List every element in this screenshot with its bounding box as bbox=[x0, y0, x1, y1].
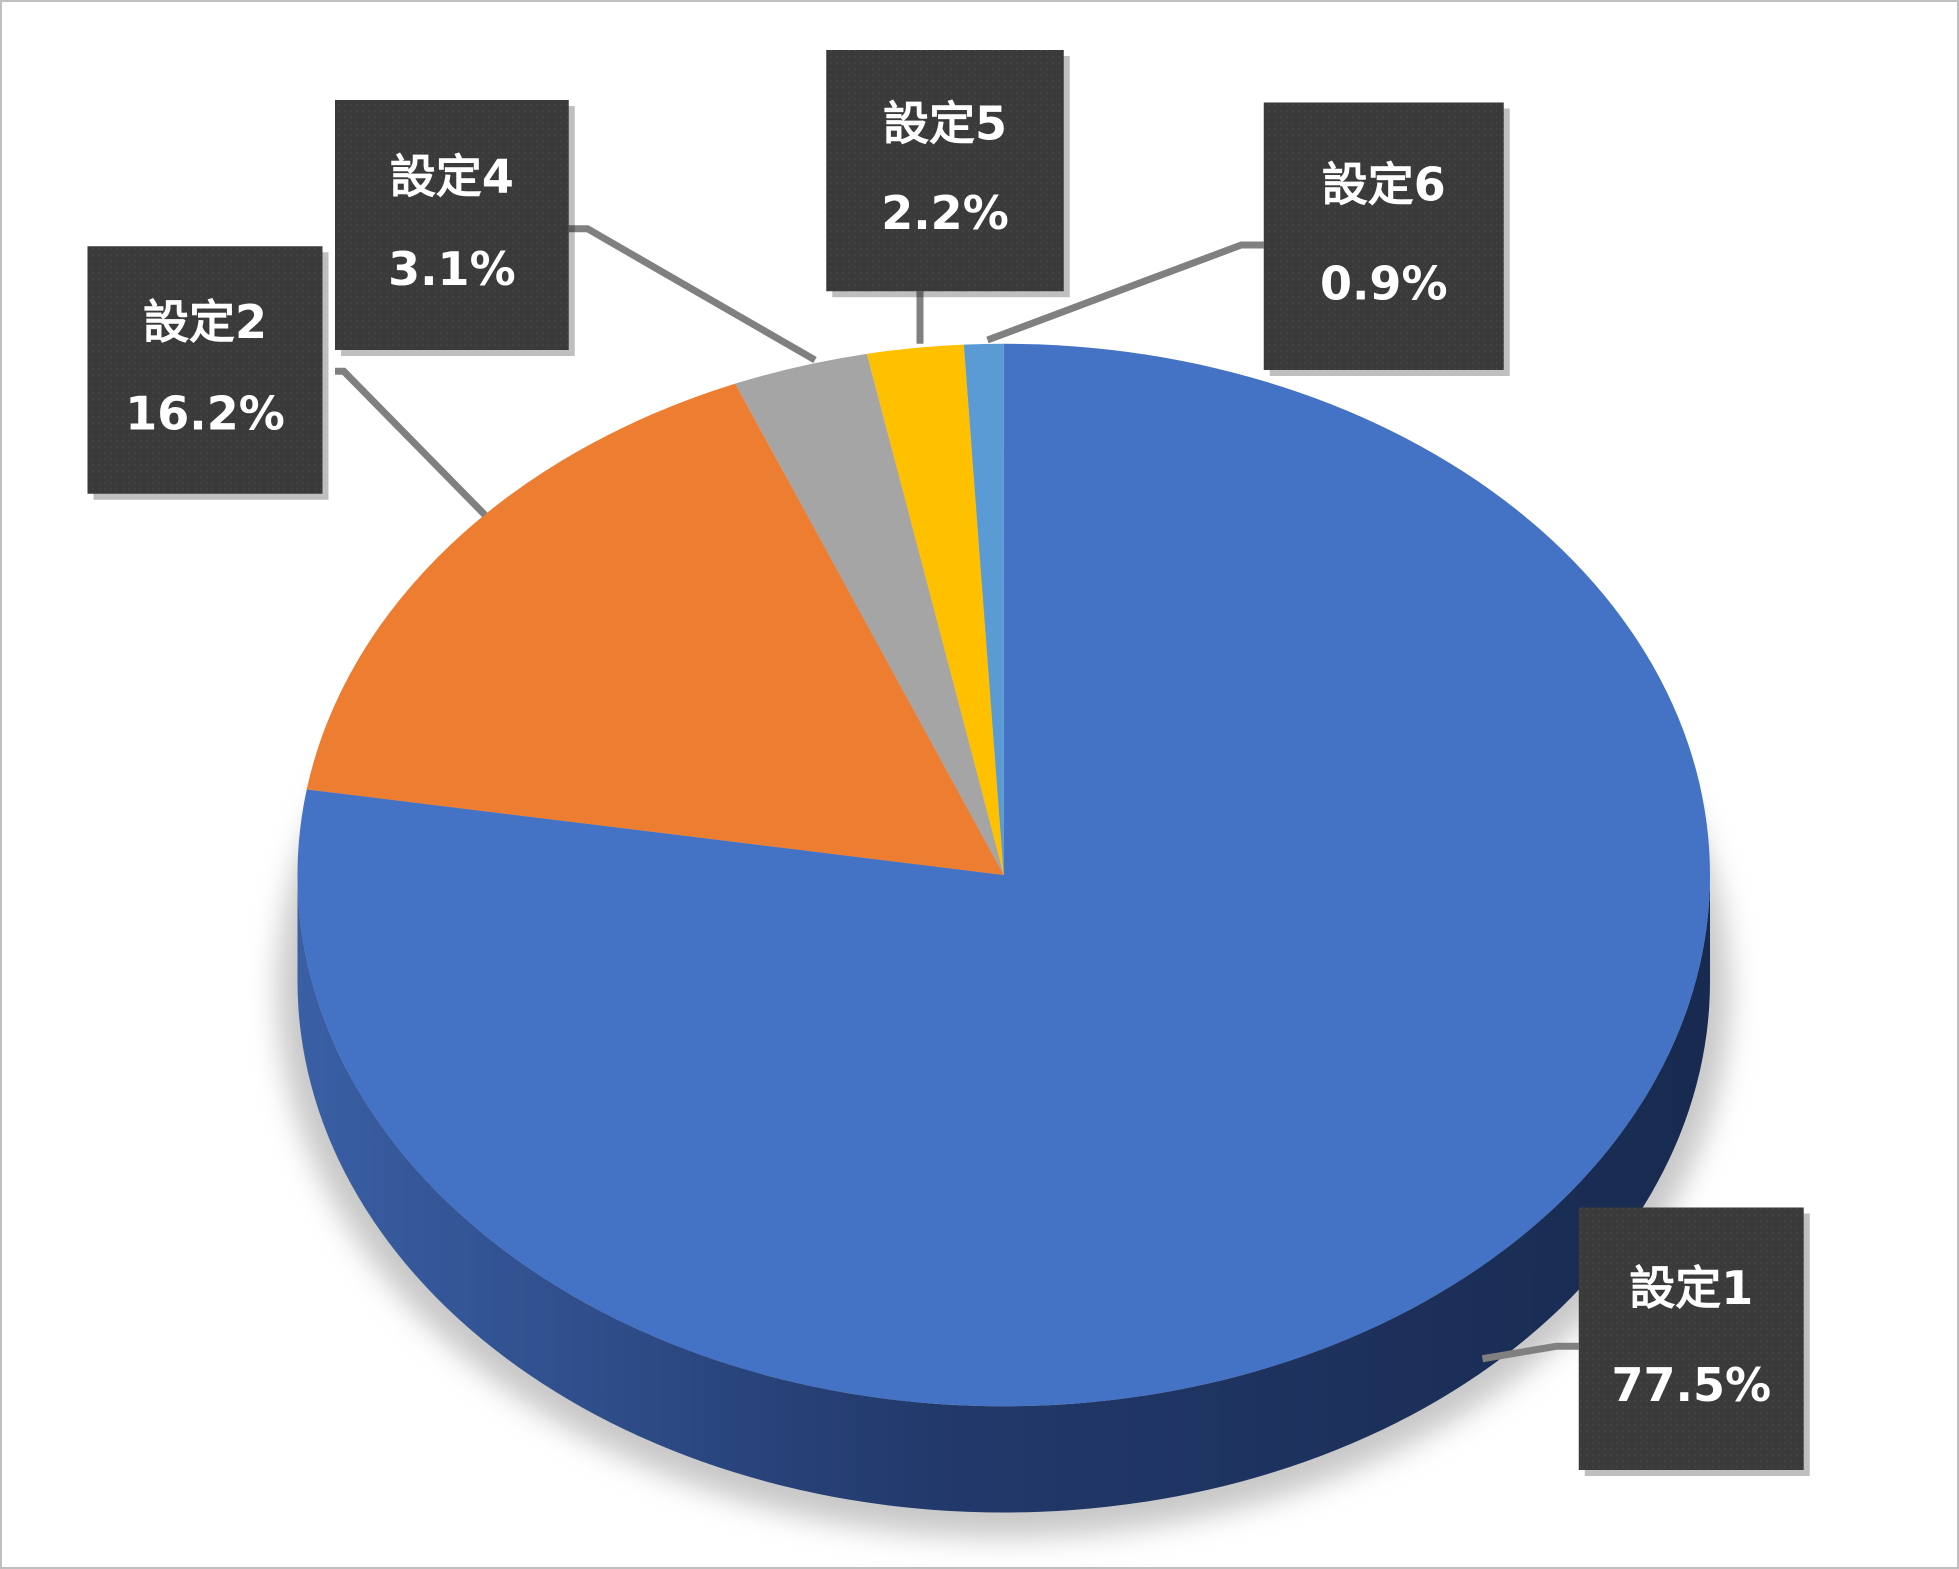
value-label: 2.2% bbox=[881, 186, 1009, 240]
value-label: 16.2% bbox=[125, 387, 285, 441]
pie bbox=[277, 343, 1730, 1538]
slice bbox=[866, 344, 1004, 875]
slice bbox=[306, 383, 1004, 875]
leader-line bbox=[335, 367, 488, 518]
label-box bbox=[87, 246, 323, 494]
category-label: 設定4 bbox=[390, 150, 514, 204]
category-label: 設定1 bbox=[1629, 1261, 1753, 1315]
leader-line bbox=[1481, 1342, 1579, 1363]
value-label: 77.5% bbox=[1611, 1358, 1771, 1412]
leader-line bbox=[568, 225, 817, 364]
value-label: 0.9% bbox=[1320, 257, 1448, 311]
labels: 設定1 77.5% 設定2 16.2% 設定4 3.1% 設定5 2.2% 設定6 0.9% bbox=[87, 50, 1810, 1476]
value-label: 3.1% bbox=[388, 242, 516, 296]
slice bbox=[963, 343, 1004, 875]
leader-line bbox=[986, 241, 1264, 344]
pie-side bbox=[297, 875, 1710, 1513]
category-label: 設定5 bbox=[883, 97, 1007, 151]
label-box bbox=[826, 50, 1064, 292]
label-box bbox=[335, 100, 569, 350]
label-box bbox=[1578, 1207, 1804, 1470]
label-box bbox=[1263, 102, 1504, 370]
category-label: 設定2 bbox=[143, 295, 267, 349]
slice bbox=[735, 353, 1004, 875]
category-label: 設定6 bbox=[1322, 158, 1446, 212]
slice bbox=[297, 343, 1711, 1407]
